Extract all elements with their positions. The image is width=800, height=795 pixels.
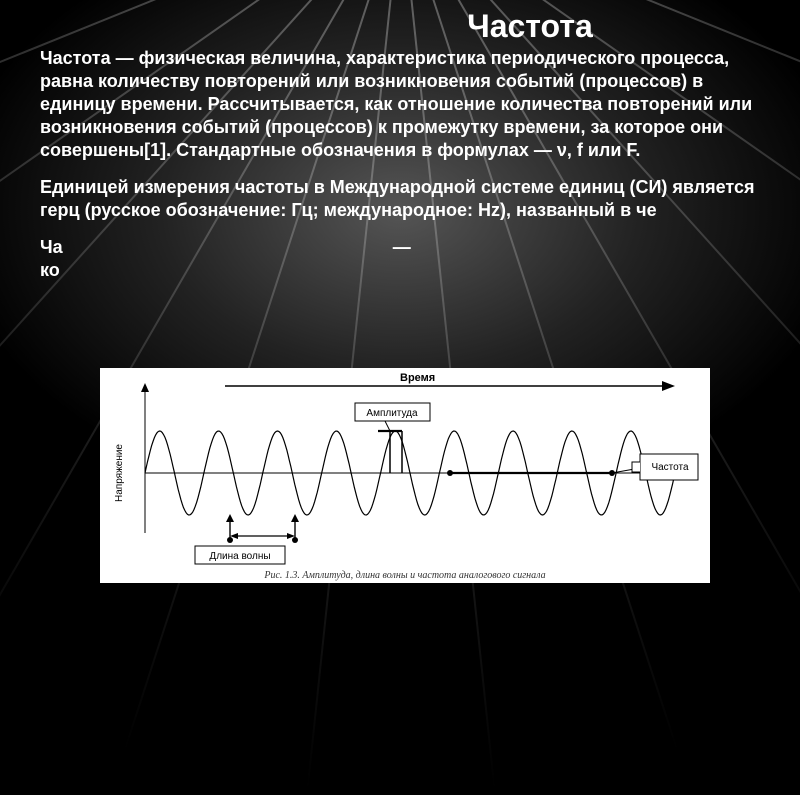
wave-diagram: Напряжение Время Амплитуда Частота: [100, 368, 710, 583]
y-axis-label: Напряжение: [114, 444, 125, 502]
time-label: Время: [400, 372, 435, 384]
frequency-label: Частота: [651, 462, 689, 473]
amplitude-label: Амплитуда: [366, 408, 418, 419]
diagram-caption: Рис. 1.3. Амплитуда, длина волны и часто…: [100, 570, 710, 581]
paragraph-1: Частота — физическая величина, характери…: [40, 47, 760, 162]
paragraph-3: Ча — ко: [40, 236, 760, 282]
wave-svg: Напряжение Время Амплитуда Частота: [100, 368, 710, 583]
slide-content: Частота Частота — физическая величина, х…: [0, 0, 800, 282]
paragraph-2: Единицей измерения частоты в Международн…: [40, 176, 760, 222]
slide-title: Частота: [300, 8, 760, 45]
wavelength-label: Длина волны: [209, 551, 270, 562]
